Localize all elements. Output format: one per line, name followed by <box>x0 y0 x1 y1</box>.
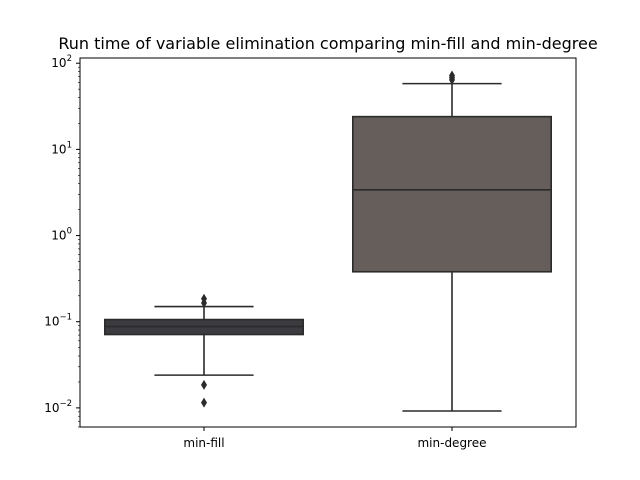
y-tick-label-base-2: 10 <box>51 229 66 243</box>
y-tick-label-3: 101 <box>51 140 72 156</box>
y-tick-label-1: 10−1 <box>44 313 72 329</box>
y-tick-label-exponent-0: −2 <box>59 399 72 409</box>
box-1-outlier-2 <box>201 379 207 390</box>
axes-frame <box>79 57 577 428</box>
y-tick-label-exponent-2: 0 <box>67 227 72 237</box>
y-tick-label-exponent-4: 2 <box>67 54 72 64</box>
y-tick-label-exponent-1: −1 <box>59 313 72 323</box>
y-tick-label-base-0: 10 <box>44 401 59 415</box>
box-2-iqr <box>351 115 552 273</box>
box-2-outlier-2 <box>449 70 455 81</box>
y-tick-label-base-4: 10 <box>51 56 66 70</box>
y-tick-label-4: 102 <box>51 54 72 70</box>
y-tick-label-base-1: 10 <box>44 315 59 329</box>
y-tick-label-2: 100 <box>51 227 72 243</box>
chart-title: Run time of variable elimination compari… <box>58 34 597 53</box>
y-tick-label-0: 10−2 <box>44 399 72 415</box>
x-tick-label-2: min-degree <box>417 436 486 450</box>
box-1-outlier-3 <box>201 397 207 408</box>
box-1-outlier-1 <box>201 297 207 308</box>
x-tick-label-1: min-fill <box>183 436 224 450</box>
y-tick-label-exponent-3: 1 <box>67 140 72 150</box>
y-tick-label-base-3: 10 <box>51 142 66 156</box>
